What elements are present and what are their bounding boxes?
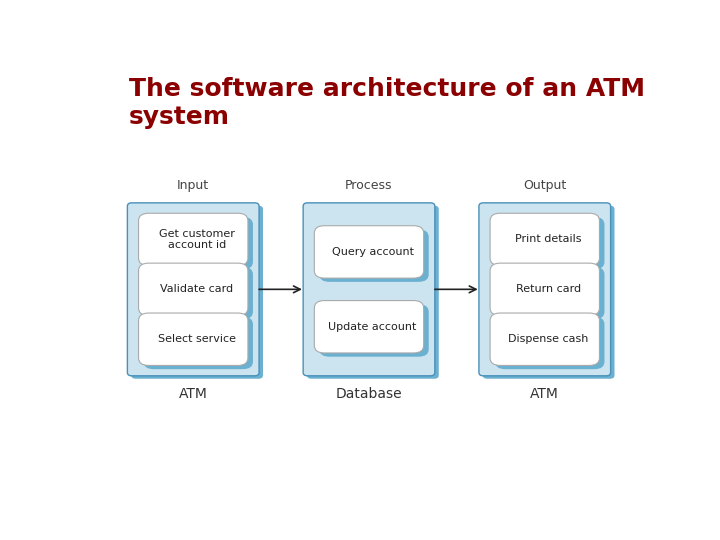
FancyBboxPatch shape xyxy=(490,313,600,366)
FancyBboxPatch shape xyxy=(483,206,615,379)
FancyBboxPatch shape xyxy=(315,301,423,353)
FancyBboxPatch shape xyxy=(490,263,600,315)
FancyBboxPatch shape xyxy=(303,203,435,376)
Text: The software architecture of an ATM
system: The software architecture of an ATM syst… xyxy=(129,77,645,129)
Text: Select service: Select service xyxy=(158,334,236,344)
Text: Dispense cash: Dispense cash xyxy=(508,334,588,344)
FancyBboxPatch shape xyxy=(138,313,248,366)
Text: Input: Input xyxy=(177,179,210,192)
Text: Print details: Print details xyxy=(515,234,582,245)
FancyBboxPatch shape xyxy=(495,267,605,319)
Text: Process: Process xyxy=(346,179,392,192)
Text: Get customer
account id: Get customer account id xyxy=(159,228,235,250)
FancyBboxPatch shape xyxy=(131,206,263,379)
FancyBboxPatch shape xyxy=(490,213,600,266)
FancyBboxPatch shape xyxy=(320,230,428,282)
Text: Update account: Update account xyxy=(328,322,417,332)
FancyBboxPatch shape xyxy=(143,217,253,269)
FancyBboxPatch shape xyxy=(127,203,259,376)
Text: ATM: ATM xyxy=(179,387,207,401)
FancyBboxPatch shape xyxy=(143,267,253,319)
Text: Validate card: Validate card xyxy=(161,285,233,294)
Text: Return card: Return card xyxy=(516,285,581,294)
FancyBboxPatch shape xyxy=(479,203,611,376)
FancyBboxPatch shape xyxy=(138,213,248,266)
Text: ATM: ATM xyxy=(531,387,559,401)
Text: Output: Output xyxy=(523,179,567,192)
FancyBboxPatch shape xyxy=(495,217,605,269)
Text: Query account: Query account xyxy=(332,247,413,257)
Text: Database: Database xyxy=(336,387,402,401)
FancyBboxPatch shape xyxy=(138,263,248,315)
FancyBboxPatch shape xyxy=(315,226,423,278)
FancyBboxPatch shape xyxy=(307,206,438,379)
FancyBboxPatch shape xyxy=(143,317,253,369)
FancyBboxPatch shape xyxy=(320,305,428,357)
FancyBboxPatch shape xyxy=(495,317,605,369)
